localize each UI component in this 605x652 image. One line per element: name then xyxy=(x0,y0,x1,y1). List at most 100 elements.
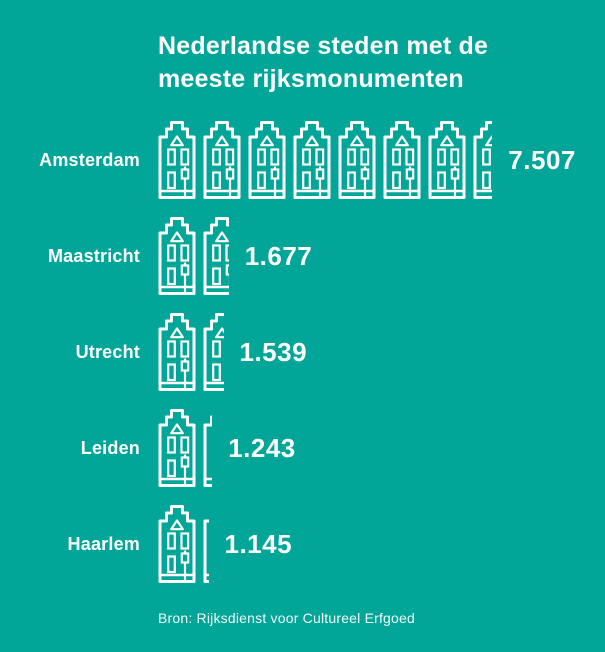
pictogram-row-utrecht: Utrecht 1.539 xyxy=(0,313,605,391)
row-value: 1.243 xyxy=(228,432,296,463)
window-upper-left xyxy=(392,148,401,166)
row-label: Amsterdam xyxy=(39,149,140,170)
canal-house-icon xyxy=(203,313,224,391)
window-upper-left xyxy=(302,148,311,166)
window-lower-left xyxy=(212,267,221,286)
canal-house-icon-partial xyxy=(203,409,213,487)
window-upper-right xyxy=(225,244,229,262)
pictogram-row-amsterdam: Amsterdam xyxy=(0,121,605,199)
window-upper-left xyxy=(167,244,176,262)
canal-house-icon xyxy=(158,505,196,583)
house-outline xyxy=(158,505,196,583)
lamp-lantern xyxy=(225,168,235,180)
canal-house-icon xyxy=(203,121,241,199)
lamp-lantern xyxy=(225,264,229,276)
house-outline xyxy=(338,121,376,199)
house-outline xyxy=(473,121,493,199)
house-outline xyxy=(158,409,196,487)
gable-triangle xyxy=(395,135,409,147)
gable-triangle xyxy=(260,135,274,147)
canal-house-icon-partial xyxy=(203,313,224,391)
canal-house-icon-partial xyxy=(473,121,493,199)
window-lower-left xyxy=(167,555,176,574)
window-upper-right xyxy=(405,148,415,166)
row-label: Maastricht xyxy=(47,245,140,266)
row-label: Leiden xyxy=(80,437,140,458)
gable-triangle xyxy=(440,135,454,147)
row-value: 1.145 xyxy=(224,528,293,559)
window-lower-left xyxy=(392,171,401,190)
pictogram-row-leiden: Leiden 1.243 xyxy=(0,409,605,487)
lamp-lantern xyxy=(180,360,190,372)
lamp-lantern xyxy=(180,168,190,180)
gable-triangle xyxy=(350,135,364,147)
lamp-lantern xyxy=(180,264,190,276)
row-value: 1.539 xyxy=(239,336,308,367)
window-lower-left xyxy=(167,459,176,478)
row-value: 1.677 xyxy=(244,240,313,271)
window-lower-left xyxy=(257,171,266,190)
page-title: Nederlandse steden met de meeste rijksmo… xyxy=(158,32,489,93)
gable-triangle xyxy=(170,135,184,147)
window-lower-left xyxy=(347,171,356,190)
window-upper-left xyxy=(167,532,176,550)
window-upper-right xyxy=(180,148,190,166)
gable-triangle xyxy=(305,135,319,147)
canal-house-icon xyxy=(383,121,421,199)
window-upper-left xyxy=(347,148,356,166)
canal-house-icon xyxy=(158,217,196,295)
house-outline xyxy=(203,519,209,583)
lamp-lantern xyxy=(450,168,460,180)
gable-triangle xyxy=(170,231,184,243)
window-upper-left xyxy=(482,148,491,166)
window-lower-left xyxy=(302,171,311,190)
canal-house-icon xyxy=(203,519,209,583)
gable-triangle xyxy=(215,135,229,147)
window-upper-right xyxy=(180,244,190,262)
house-outline xyxy=(203,121,241,199)
window-upper-right xyxy=(360,148,370,166)
icon-bar xyxy=(158,313,224,391)
window-lower-left xyxy=(167,267,176,286)
icon-bar xyxy=(158,505,209,583)
window-lower-left xyxy=(212,171,221,190)
house-outline xyxy=(428,121,466,199)
window-upper-left xyxy=(167,436,176,454)
canal-house-icon xyxy=(158,121,196,199)
window-upper-left xyxy=(257,148,266,166)
canal-house-icon xyxy=(248,121,286,199)
lamp-lantern xyxy=(180,456,190,468)
canal-house-icon xyxy=(338,121,376,199)
canal-house-icon xyxy=(293,121,331,199)
lamp-lantern xyxy=(405,168,415,180)
row-label: Haarlem xyxy=(67,533,140,554)
house-outline xyxy=(293,121,331,199)
house-outline xyxy=(203,415,213,487)
window-upper-right xyxy=(450,148,460,166)
house-outline xyxy=(248,121,286,199)
lamp-lantern xyxy=(360,168,370,180)
gable-triangle xyxy=(170,423,184,435)
row-value: 7.507 xyxy=(508,144,576,175)
window-lower-left xyxy=(167,171,176,190)
row-label: Utrecht xyxy=(75,341,140,362)
window-lower-left xyxy=(212,363,221,382)
window-upper-left xyxy=(167,340,176,358)
window-upper-right xyxy=(270,148,280,166)
gable-triangle xyxy=(215,327,224,339)
gable-triangle xyxy=(170,519,184,531)
house-outline xyxy=(203,217,229,295)
window-upper-left xyxy=(212,148,221,166)
source-caption: Bron: Rijksdienst voor Cultureel Erfgoed xyxy=(158,610,416,626)
window-upper-left xyxy=(167,148,176,166)
icon-bar xyxy=(158,121,493,199)
canal-house-icon xyxy=(473,121,493,199)
window-upper-right xyxy=(180,532,190,550)
lamp-lantern xyxy=(315,168,325,180)
lamp-lantern xyxy=(180,552,190,564)
pictogram-row-haarlem: Haarlem 1.145 xyxy=(0,505,605,583)
window-upper-right xyxy=(180,340,190,358)
window-upper-right xyxy=(225,148,235,166)
icon-bar xyxy=(158,409,213,487)
